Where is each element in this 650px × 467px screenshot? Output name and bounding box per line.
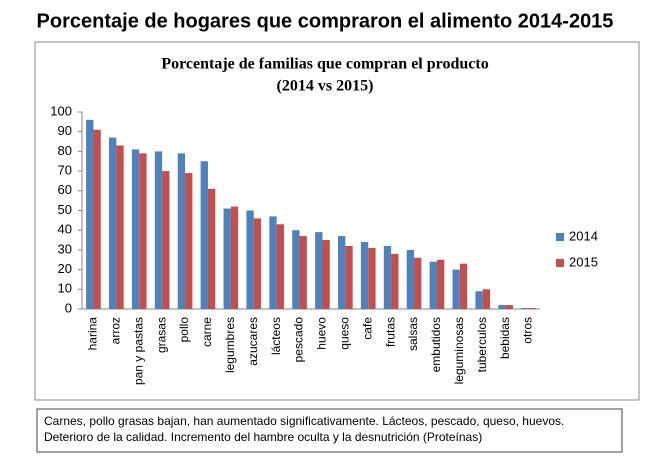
y-tick-label: 70 (58, 163, 72, 178)
bar (528, 308, 536, 309)
legend-label: 2014 (569, 228, 598, 243)
bar (482, 289, 491, 309)
x-tick-label: salsas (406, 317, 420, 351)
bar (338, 236, 346, 309)
bar (292, 230, 300, 309)
x-tick-label: queso (338, 317, 352, 350)
x-tick-label: pollo (177, 317, 191, 343)
bar (200, 161, 208, 309)
bar (475, 291, 483, 309)
note-line: Deterioro de la calidad. Incremento del … (44, 430, 482, 444)
bar (131, 149, 140, 309)
y-tick-label: 40 (58, 222, 72, 237)
y-tick-label: 60 (58, 182, 72, 197)
y-tick-label: 10 (58, 281, 72, 296)
x-tick-label: pan y pastas (131, 317, 145, 385)
bar (223, 208, 231, 309)
chart-title: Porcentaje de familias que compran el pr… (161, 56, 488, 73)
bar (414, 257, 422, 309)
bar (498, 305, 506, 309)
bar (177, 153, 186, 309)
x-tick-label: azucares (246, 317, 260, 366)
bar (521, 308, 529, 309)
note-line: Carnes, pollo grasas bajan, han aumentad… (44, 414, 564, 428)
x-tick-label: arroz (109, 317, 123, 344)
bar (116, 145, 124, 309)
y-tick-label: 0 (65, 300, 72, 315)
bar (368, 247, 376, 309)
bar (383, 245, 392, 309)
bar (459, 263, 468, 309)
x-tick-label: tuberculos (475, 317, 489, 372)
y-tick-label: 90 (58, 123, 72, 138)
y-tick-label: 30 (58, 241, 72, 256)
legend-swatch (556, 233, 564, 241)
bar (139, 153, 147, 309)
y-tick-label: 100 (50, 103, 72, 118)
bar (345, 245, 353, 309)
page-title: Porcentaje de hogares que compraron el a… (37, 10, 614, 32)
bar (429, 261, 437, 309)
bar (207, 188, 216, 309)
bar (109, 137, 117, 309)
x-tick-label: huevo (315, 317, 329, 350)
note-box (36, 408, 623, 453)
bar (322, 240, 330, 309)
x-tick-label: carne (200, 317, 214, 347)
bar (154, 151, 163, 309)
bar (299, 236, 307, 309)
bar (436, 259, 445, 309)
bar (391, 253, 399, 309)
x-tick-label: legumbres (223, 317, 237, 373)
y-tick-label: 50 (58, 202, 72, 217)
bar (269, 216, 277, 309)
x-tick-label: grasas (154, 317, 168, 353)
legend-swatch (556, 259, 564, 267)
y-tick-label: 80 (58, 143, 72, 158)
x-tick-label: pescado (292, 317, 306, 363)
bar (360, 242, 369, 309)
x-tick-label: cafe (360, 317, 374, 340)
chart-subtitle: (2014 vs 2015) (277, 78, 374, 95)
y-tick-label: 20 (58, 261, 72, 276)
bar (246, 210, 254, 309)
bar (315, 232, 323, 309)
x-tick-label: otros (521, 317, 535, 344)
bar (253, 218, 262, 309)
bar (406, 249, 415, 309)
x-tick-label: leguminosas (452, 317, 466, 384)
legend-label: 2015 (569, 254, 598, 269)
x-tick-label: harina (86, 317, 100, 351)
x-tick-label: lácteos (269, 317, 283, 355)
bar (276, 224, 284, 309)
bar (93, 129, 101, 309)
bar (452, 269, 460, 309)
bar (86, 119, 94, 309)
bar (505, 305, 513, 309)
x-tick-label: bebidas (498, 317, 512, 359)
bar (230, 206, 239, 309)
x-tick-label: frutas (383, 317, 397, 347)
bar (162, 171, 170, 309)
x-tick-label: embutidos (429, 317, 443, 372)
bar (185, 173, 193, 309)
